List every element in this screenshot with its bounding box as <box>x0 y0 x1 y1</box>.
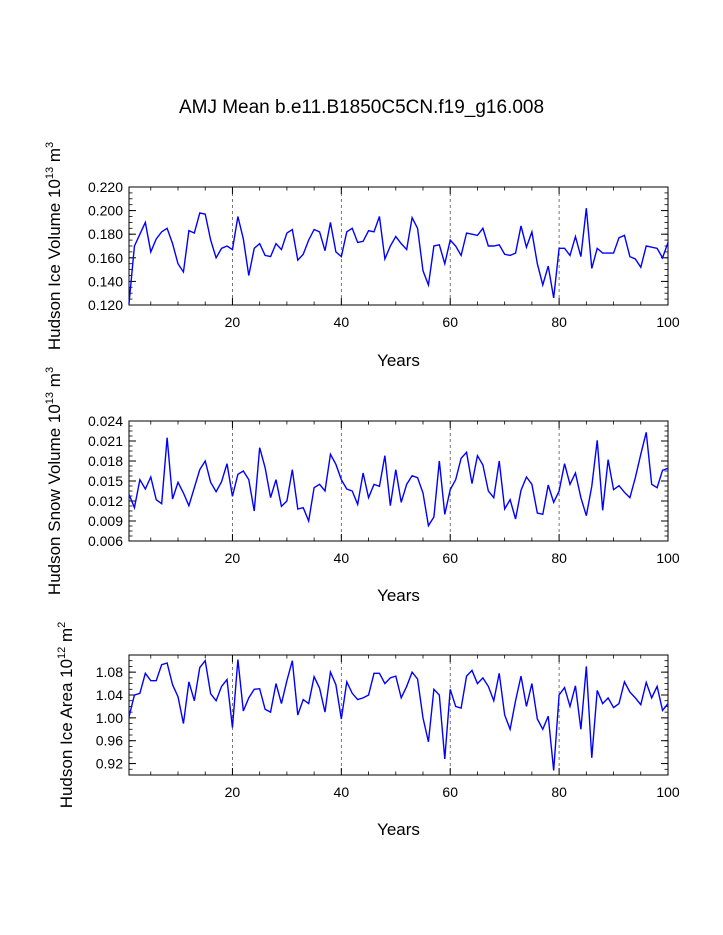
axis-ticks <box>129 420 669 542</box>
y-tick-label: 0.012 <box>88 493 123 509</box>
x-tick-label: 20 <box>225 550 241 566</box>
ice-volume-series-line <box>128 208 669 304</box>
y-tick-label: 0.220 <box>88 179 123 195</box>
x-tick-label: 80 <box>551 550 567 566</box>
x-tick-label: 100 <box>656 550 680 566</box>
x-axis-label: Years <box>377 351 420 370</box>
x-tick-label: 20 <box>225 314 241 330</box>
x-axis-label: Years <box>377 820 420 839</box>
x-tick-label: 40 <box>334 550 350 566</box>
plot-frame <box>128 186 669 306</box>
snow-volume-panel: 0.006 0.009 0.012 0.015 0.018 0.021 0.024 20 40… <box>44 367 680 605</box>
ice-area-series-line <box>128 659 669 771</box>
vertical-gridlines <box>232 421 560 541</box>
x-tick-label: 60 <box>442 784 458 800</box>
x-axis-label: Years <box>377 586 420 605</box>
y-tick-label: 1.04 <box>96 687 123 703</box>
y-tick-label: 0.006 <box>88 533 123 549</box>
y-tick-label: 1.08 <box>96 664 123 680</box>
y-axis-label: Hudson Ice Volume 1013 m3 <box>44 142 64 350</box>
y-tick-label: 0.200 <box>88 203 123 219</box>
y-tick-label: 0.018 <box>88 453 123 469</box>
y-tick-label: 0.120 <box>88 297 123 313</box>
vertical-gridlines <box>232 187 560 305</box>
x-tick-labels: 20 40 60 80 100 <box>225 550 680 566</box>
x-tick-label: 40 <box>334 784 350 800</box>
snow-volume-series-line <box>128 432 669 528</box>
y-axis-label: Hudson Ice Area 1012 m2 <box>56 622 76 809</box>
x-tick-label: 80 <box>551 784 567 800</box>
y-tick-label: 0.015 <box>88 473 123 489</box>
x-tick-label: 60 <box>442 314 458 330</box>
vertical-gridlines <box>232 655 560 775</box>
ice-area-panel: 0.92 0.96 1.00 1.04 1.08 20 40 60 80 100 Years H… <box>56 622 680 839</box>
y-tick-label: 0.92 <box>96 756 123 772</box>
x-tick-label: 60 <box>442 550 458 566</box>
y-tick-label: 0.160 <box>88 250 123 266</box>
y-tick-label: 0.024 <box>88 413 123 429</box>
axis-ticks <box>129 186 669 306</box>
x-tick-label: 80 <box>551 314 567 330</box>
x-tick-label: 40 <box>334 314 350 330</box>
y-tick-label: 0.009 <box>88 513 123 529</box>
y-axis-label: Hudson Snow Volume 1013 m3 <box>44 367 64 595</box>
y-tick-label: 0.96 <box>96 733 123 749</box>
y-tick-labels: 0.120 0.140 0.160 0.180 0.200 0.220 <box>88 179 123 313</box>
x-tick-label: 100 <box>656 314 680 330</box>
x-tick-labels: 20 40 60 80 100 <box>225 784 680 800</box>
x-tick-labels: 20 40 60 80 100 <box>225 314 680 330</box>
y-tick-label: 1.00 <box>96 710 123 726</box>
x-tick-label: 20 <box>225 784 241 800</box>
y-tick-labels: 0.006 0.009 0.012 0.015 0.018 0.021 0.024 <box>88 413 123 549</box>
y-tick-label: 0.140 <box>88 273 123 289</box>
y-tick-label: 0.021 <box>88 433 123 449</box>
chart-title: AMJ Mean b.e11.B1850C5CN.f19_g16.008 <box>178 97 545 118</box>
x-tick-label: 100 <box>656 784 680 800</box>
y-tick-labels: 0.92 0.96 1.00 1.04 1.08 <box>96 664 123 771</box>
ice-volume-panel: 0.120 0.140 0.160 0.180 0.200 0.220 20 40 60 80 1… <box>44 142 680 370</box>
y-tick-label: 0.180 <box>88 226 123 242</box>
